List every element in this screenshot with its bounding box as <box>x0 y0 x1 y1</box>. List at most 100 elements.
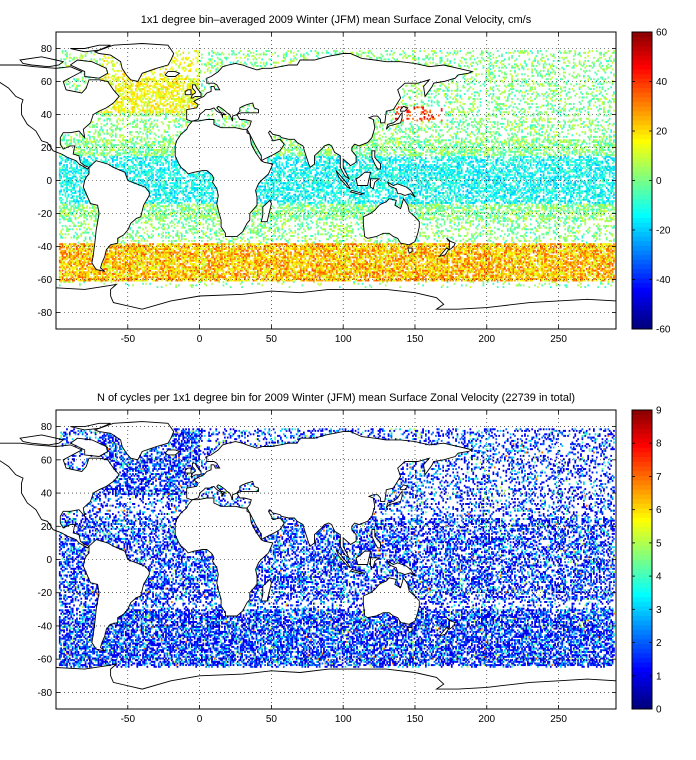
velocity-panel-bin <box>356 279 358 282</box>
velocity-panel-bin <box>137 263 140 265</box>
velocity-panel-bin <box>124 266 127 269</box>
velocity-panel-bin <box>389 274 391 277</box>
velocity-panel-bin <box>341 271 344 274</box>
velocity-panel-bin <box>264 254 266 257</box>
velocity-panel-bin <box>505 272 508 275</box>
velocity-panel-bin <box>146 256 149 259</box>
velocity-panel-bin <box>155 271 157 274</box>
velocity-panel-bin <box>601 267 604 270</box>
velocity-panel-bin <box>600 274 602 277</box>
velocity-panel-bin <box>558 277 561 280</box>
velocity-panel-bin <box>366 272 368 275</box>
velocity-panel-bin <box>291 261 294 264</box>
velocity-panel-bin <box>238 267 241 270</box>
velocity-panel-bin <box>488 279 490 282</box>
velocity-panel-bin <box>201 267 203 270</box>
velocity-panel-bin <box>343 267 345 270</box>
velocity-panel-bin <box>93 276 96 279</box>
velocity-panel-bin <box>261 267 264 270</box>
velocity-panel-bin <box>402 272 404 275</box>
velocity-panel-bin <box>157 261 160 264</box>
velocity-panel-bin <box>178 279 180 282</box>
velocity-panel-bin <box>236 266 239 269</box>
velocity-panel-bin <box>390 271 393 274</box>
velocity-panel-bin <box>561 267 564 270</box>
velocity-panel-bin <box>429 271 432 274</box>
velocity-panel-bin <box>94 279 97 282</box>
velocity-panel-bin <box>97 279 100 282</box>
velocity-panel-bin <box>387 266 390 269</box>
velocity-panel-bin <box>593 277 595 280</box>
velocity-panel-bin <box>221 269 223 272</box>
velocity-panel-bin <box>544 282 546 285</box>
velocity-panel-bin <box>231 264 233 267</box>
velocity-panel-bin <box>460 276 463 279</box>
velocity-panel-bin <box>222 263 225 265</box>
velocity-panel-bin <box>136 277 139 280</box>
velocity-panel-bin <box>254 276 256 279</box>
velocity-panel-bin <box>333 266 335 269</box>
velocity-panel-bin <box>310 266 312 269</box>
velocity-panel-bin <box>186 269 189 272</box>
velocity-panel-bin <box>278 279 281 282</box>
velocity-panel-bin <box>328 254 331 257</box>
velocity-panel-bin <box>516 272 519 275</box>
velocity-panel-bin <box>215 263 218 265</box>
velocity-panel-bin <box>528 276 531 279</box>
velocity-panel-bin <box>419 269 422 272</box>
velocity-panel-bin <box>90 269 93 272</box>
velocity-panel-bin <box>136 269 139 272</box>
velocity-panel-bin <box>228 272 231 275</box>
velocity-panel-bin <box>264 269 266 272</box>
velocity-panel-bin <box>571 271 574 274</box>
velocity-panel-bin <box>565 269 568 272</box>
velocity-panel-bin <box>199 263 202 265</box>
velocity-panel-bin <box>604 263 607 265</box>
velocity-panel-bin <box>86 274 88 277</box>
velocity-panel-bin <box>308 274 311 277</box>
velocity-panel-bin <box>294 277 297 280</box>
velocity-panel-bin <box>338 272 341 275</box>
velocity-panel-bin <box>399 286 401 289</box>
velocity-panel-bin <box>297 277 299 280</box>
velocity-panel-bin <box>60 271 63 274</box>
velocity-panel-bin <box>328 259 331 262</box>
velocity-panel-bin <box>433 264 436 267</box>
velocity-panel-bin <box>64 274 67 277</box>
velocity-panel-bin <box>103 259 106 262</box>
velocity-panel-bin <box>324 259 327 262</box>
velocity-panel-bin <box>255 276 258 279</box>
velocity-panel-bin <box>597 271 600 274</box>
velocity-panel-bin <box>361 282 364 285</box>
velocity-panel-bin <box>117 267 120 270</box>
velocity-panel-bin <box>338 263 341 265</box>
velocity-panel-bin <box>381 271 384 274</box>
velocity-panel-bin <box>495 269 498 272</box>
velocity-panel-bin <box>216 271 219 274</box>
velocity-panel-bin <box>367 263 370 265</box>
velocity-panel-bin <box>462 271 465 274</box>
velocity-panel-bin <box>508 263 511 265</box>
velocity-panel-bin <box>600 279 602 282</box>
velocity-panel-bin <box>198 276 200 279</box>
velocity-panel-bin <box>384 271 387 274</box>
velocity-panel-bin <box>359 274 361 277</box>
velocity-panel-bin <box>567 281 569 284</box>
velocity-panel-bin <box>541 261 544 264</box>
velocity-panel-bin <box>343 276 345 279</box>
velocity-panel-bin <box>244 277 246 280</box>
velocity-panel-bin <box>79 264 81 267</box>
velocity-panel-bin <box>435 267 437 270</box>
velocity-panel-bin <box>241 279 243 282</box>
velocity-panel-bin <box>139 274 142 277</box>
velocity-panel-bin <box>547 267 549 270</box>
velocity-panel-bin <box>334 274 337 277</box>
velocity-panel-bin <box>481 254 483 257</box>
velocity-panel-bin <box>369 259 371 262</box>
velocity-panel-bin <box>491 272 493 275</box>
velocity-panel-bin <box>307 277 310 280</box>
velocity-panel-bin <box>402 269 404 272</box>
velocity-panel-bin <box>285 263 288 265</box>
velocity-panel-bin <box>604 277 607 280</box>
velocity-panel-bin <box>525 274 528 277</box>
